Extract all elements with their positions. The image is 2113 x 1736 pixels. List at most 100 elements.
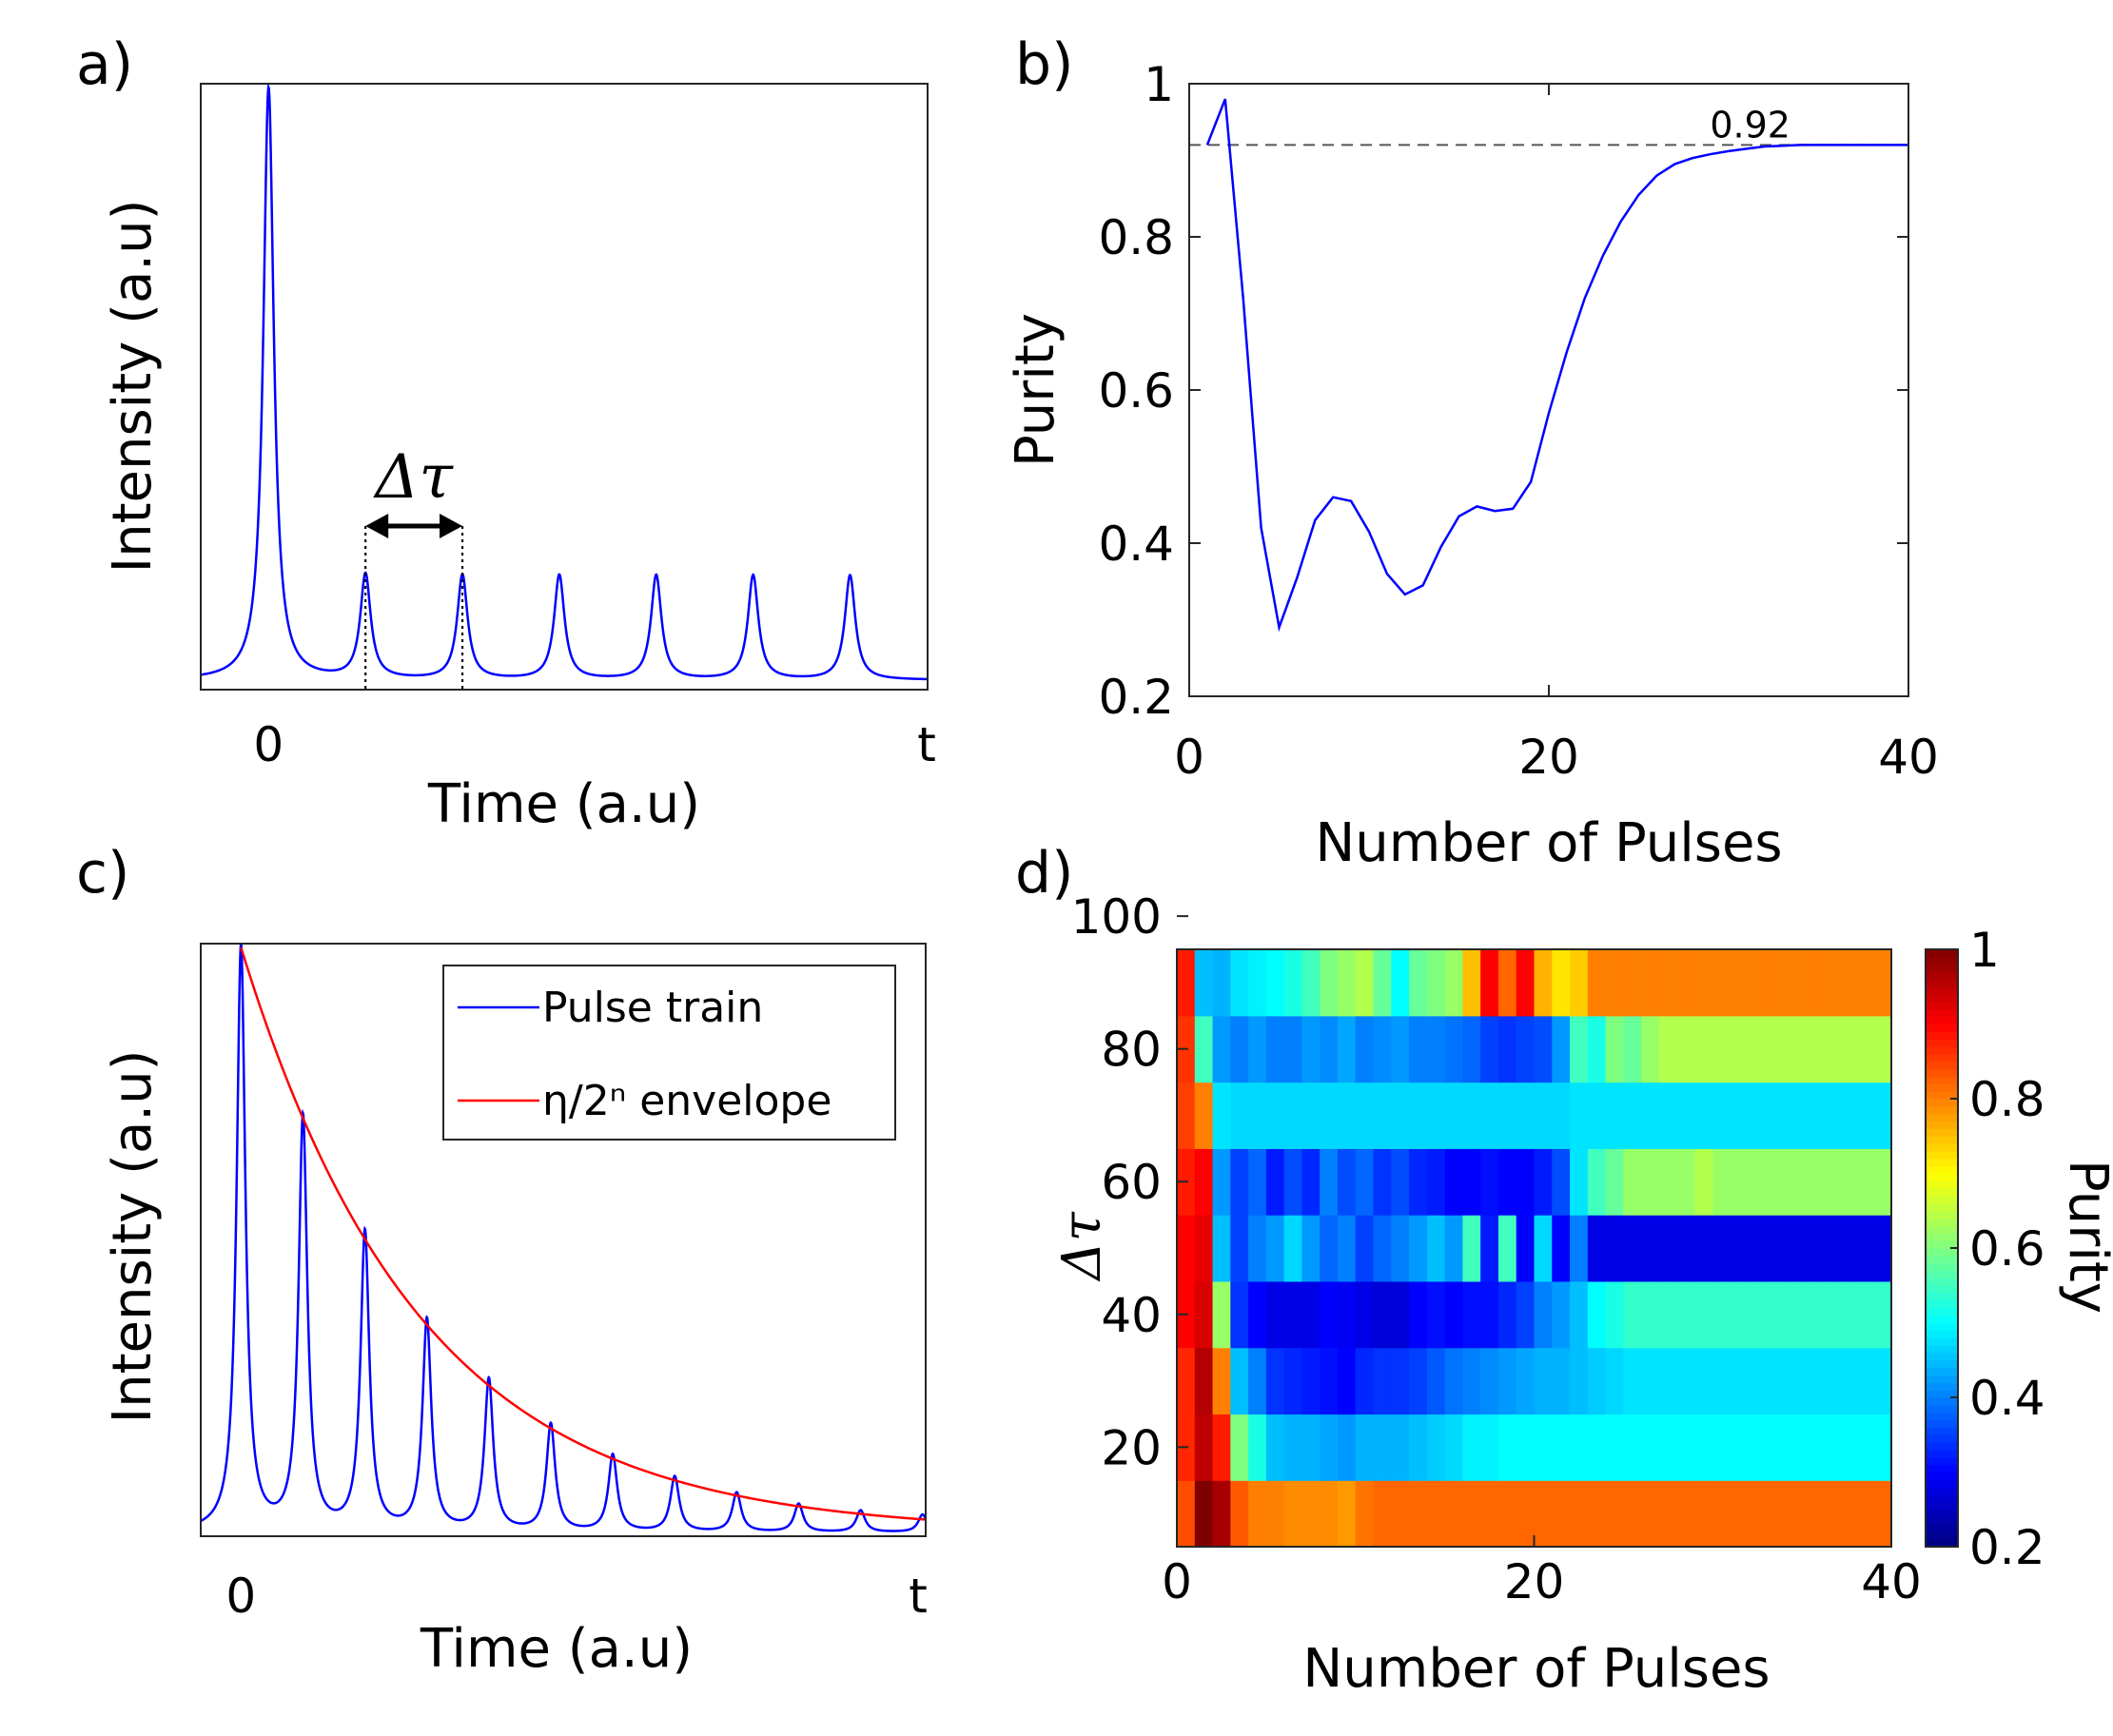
heatmap-cell: [1605, 1347, 1624, 1415]
heatmap-cell: [1587, 1280, 1607, 1349]
heatmap-cell: [1373, 1280, 1392, 1349]
heatmap-cell: [1177, 1082, 1196, 1149]
heatmap-cell: [1409, 1215, 1428, 1282]
heatmap-cell: [1497, 1280, 1517, 1349]
heatmap-cell: [1552, 1015, 1571, 1083]
heatmap-cell: [1426, 1414, 1446, 1481]
heatmap-cell: [1480, 1280, 1499, 1349]
heatmap-cell: [1212, 1480, 1231, 1548]
heatmap-cell: [1731, 1015, 1750, 1083]
colorbar-segment: [1926, 1068, 1958, 1078]
heatmap-cell: [1552, 1215, 1571, 1282]
y-tick-label-d: 60: [1101, 1155, 1162, 1210]
heatmap-cell: [1819, 1347, 1839, 1415]
colorbar-segment: [1926, 1031, 1958, 1040]
heatmap-cell: [1426, 1280, 1446, 1349]
heatmap-cell: [1552, 1082, 1571, 1149]
heatmap-cell: [1552, 1148, 1571, 1216]
heatmap-cell: [1658, 1148, 1678, 1216]
heatmap-cell: [1731, 1082, 1750, 1149]
heatmap-cell: [1570, 1414, 1589, 1481]
heatmap-cell: [1480, 1414, 1499, 1481]
heatmap-cell: [1784, 1082, 1803, 1149]
heatmap-cell: [1658, 1414, 1678, 1481]
heatmap-cell: [1676, 1148, 1696, 1216]
colorbar-segment: [1926, 1158, 1958, 1167]
heatmap-cell: [1784, 949, 1803, 1017]
heatmap-cell: [1426, 1480, 1446, 1548]
pulse-train-curve-c: [200, 943, 928, 1532]
heatmap-cell: [1194, 1015, 1214, 1083]
heatmap-cell: [1301, 949, 1321, 1017]
colorbar-segment: [1926, 1196, 1958, 1204]
colorbar-segment: [1926, 1076, 1958, 1084]
colorbar-segment: [1926, 1001, 1958, 1010]
heatmap-cell: [1497, 1414, 1517, 1481]
heatmap-cell: [1480, 1215, 1499, 1282]
heatmap-cell: [1248, 1480, 1267, 1548]
heatmap-cell: [1802, 1414, 1821, 1481]
heatmap-cell: [1766, 1215, 1785, 1282]
heatmap-cell: [1212, 1148, 1231, 1216]
heatmap-cell: [1534, 1414, 1553, 1481]
heatmap-cell: [1855, 1215, 1874, 1282]
heatmap-cell: [1534, 1015, 1553, 1083]
heatmap-cell: [1748, 1082, 1768, 1149]
heatmap-cell: [1391, 1015, 1410, 1083]
heatmap-cell: [1355, 1347, 1375, 1415]
colorbar-segment: [1926, 1509, 1958, 1518]
heatmap-cell: [1177, 1480, 1196, 1548]
heatmap-cell: [1426, 949, 1446, 1017]
heatmap-cell: [1623, 1480, 1642, 1548]
heatmap-cell: [1497, 1082, 1517, 1149]
heatmap-cell: [1516, 1280, 1536, 1349]
heatmap-cell: [1570, 1215, 1589, 1282]
heatmap-cell: [1712, 1215, 1731, 1282]
colorbar-segment: [1926, 1270, 1958, 1278]
heatmap-cell: [1230, 949, 1249, 1017]
heatmap-cell: [1355, 1082, 1375, 1149]
heatmap-cell: [1855, 1082, 1874, 1149]
heatmap-cell: [1587, 949, 1607, 1017]
heatmap-cell: [1194, 1082, 1214, 1149]
heatmap-cell: [1694, 1347, 1713, 1415]
colorbar-segment: [1926, 1255, 1958, 1264]
heatmap-cell: [1766, 1015, 1785, 1083]
heatmap-cell: [1802, 1480, 1821, 1548]
reference-value-label: 0.92: [1710, 104, 1790, 146]
heatmap-cell: [1784, 1280, 1803, 1349]
y-tick-label-b: 0.4: [1098, 517, 1174, 572]
colorbar-segment: [1926, 1293, 1958, 1301]
heatmap-cell: [1676, 1280, 1696, 1349]
heatmap-cell: [1444, 1280, 1464, 1349]
colorbar-segment: [1926, 1464, 1958, 1473]
pulse-train-line-a: [200, 82, 929, 681]
heatmap-cell: [1320, 1347, 1339, 1415]
colorbar-segment: [1926, 1404, 1958, 1414]
heatmap-cell: [1230, 1280, 1249, 1349]
plot-frame-b: [1188, 83, 1909, 697]
heatmap-cell: [1570, 1347, 1589, 1415]
heatmap-cell: [1694, 1148, 1713, 1216]
colorbar-segment: [1926, 1180, 1958, 1189]
heatmap-cell: [1337, 1414, 1357, 1481]
y-tick-label-b: 1: [1144, 57, 1174, 112]
heatmap-cell: [1802, 1148, 1821, 1216]
heatmap-cell: [1320, 949, 1339, 1017]
heatmap-cell: [1497, 1480, 1517, 1548]
delta-tau-arrowhead-right: [440, 514, 463, 538]
heatmap-cell: [1658, 1015, 1678, 1083]
pulse-train-line-c: [200, 943, 928, 1532]
heatmap-cell: [1248, 1347, 1267, 1415]
heatmap-cell: [1534, 949, 1553, 1017]
heatmap-cell: [1784, 1148, 1803, 1216]
delta-tau-arrowhead-left: [365, 514, 389, 538]
heatmap-cell: [1748, 1480, 1768, 1548]
heatmap-cell: [1658, 949, 1678, 1017]
heatmap-cell: [1355, 1148, 1375, 1216]
pulse-train-curve-a: [200, 82, 929, 681]
heatmap-cell: [1819, 1082, 1839, 1149]
colorbar-segment: [1926, 1337, 1958, 1346]
heatmap-cell: [1819, 1480, 1839, 1548]
